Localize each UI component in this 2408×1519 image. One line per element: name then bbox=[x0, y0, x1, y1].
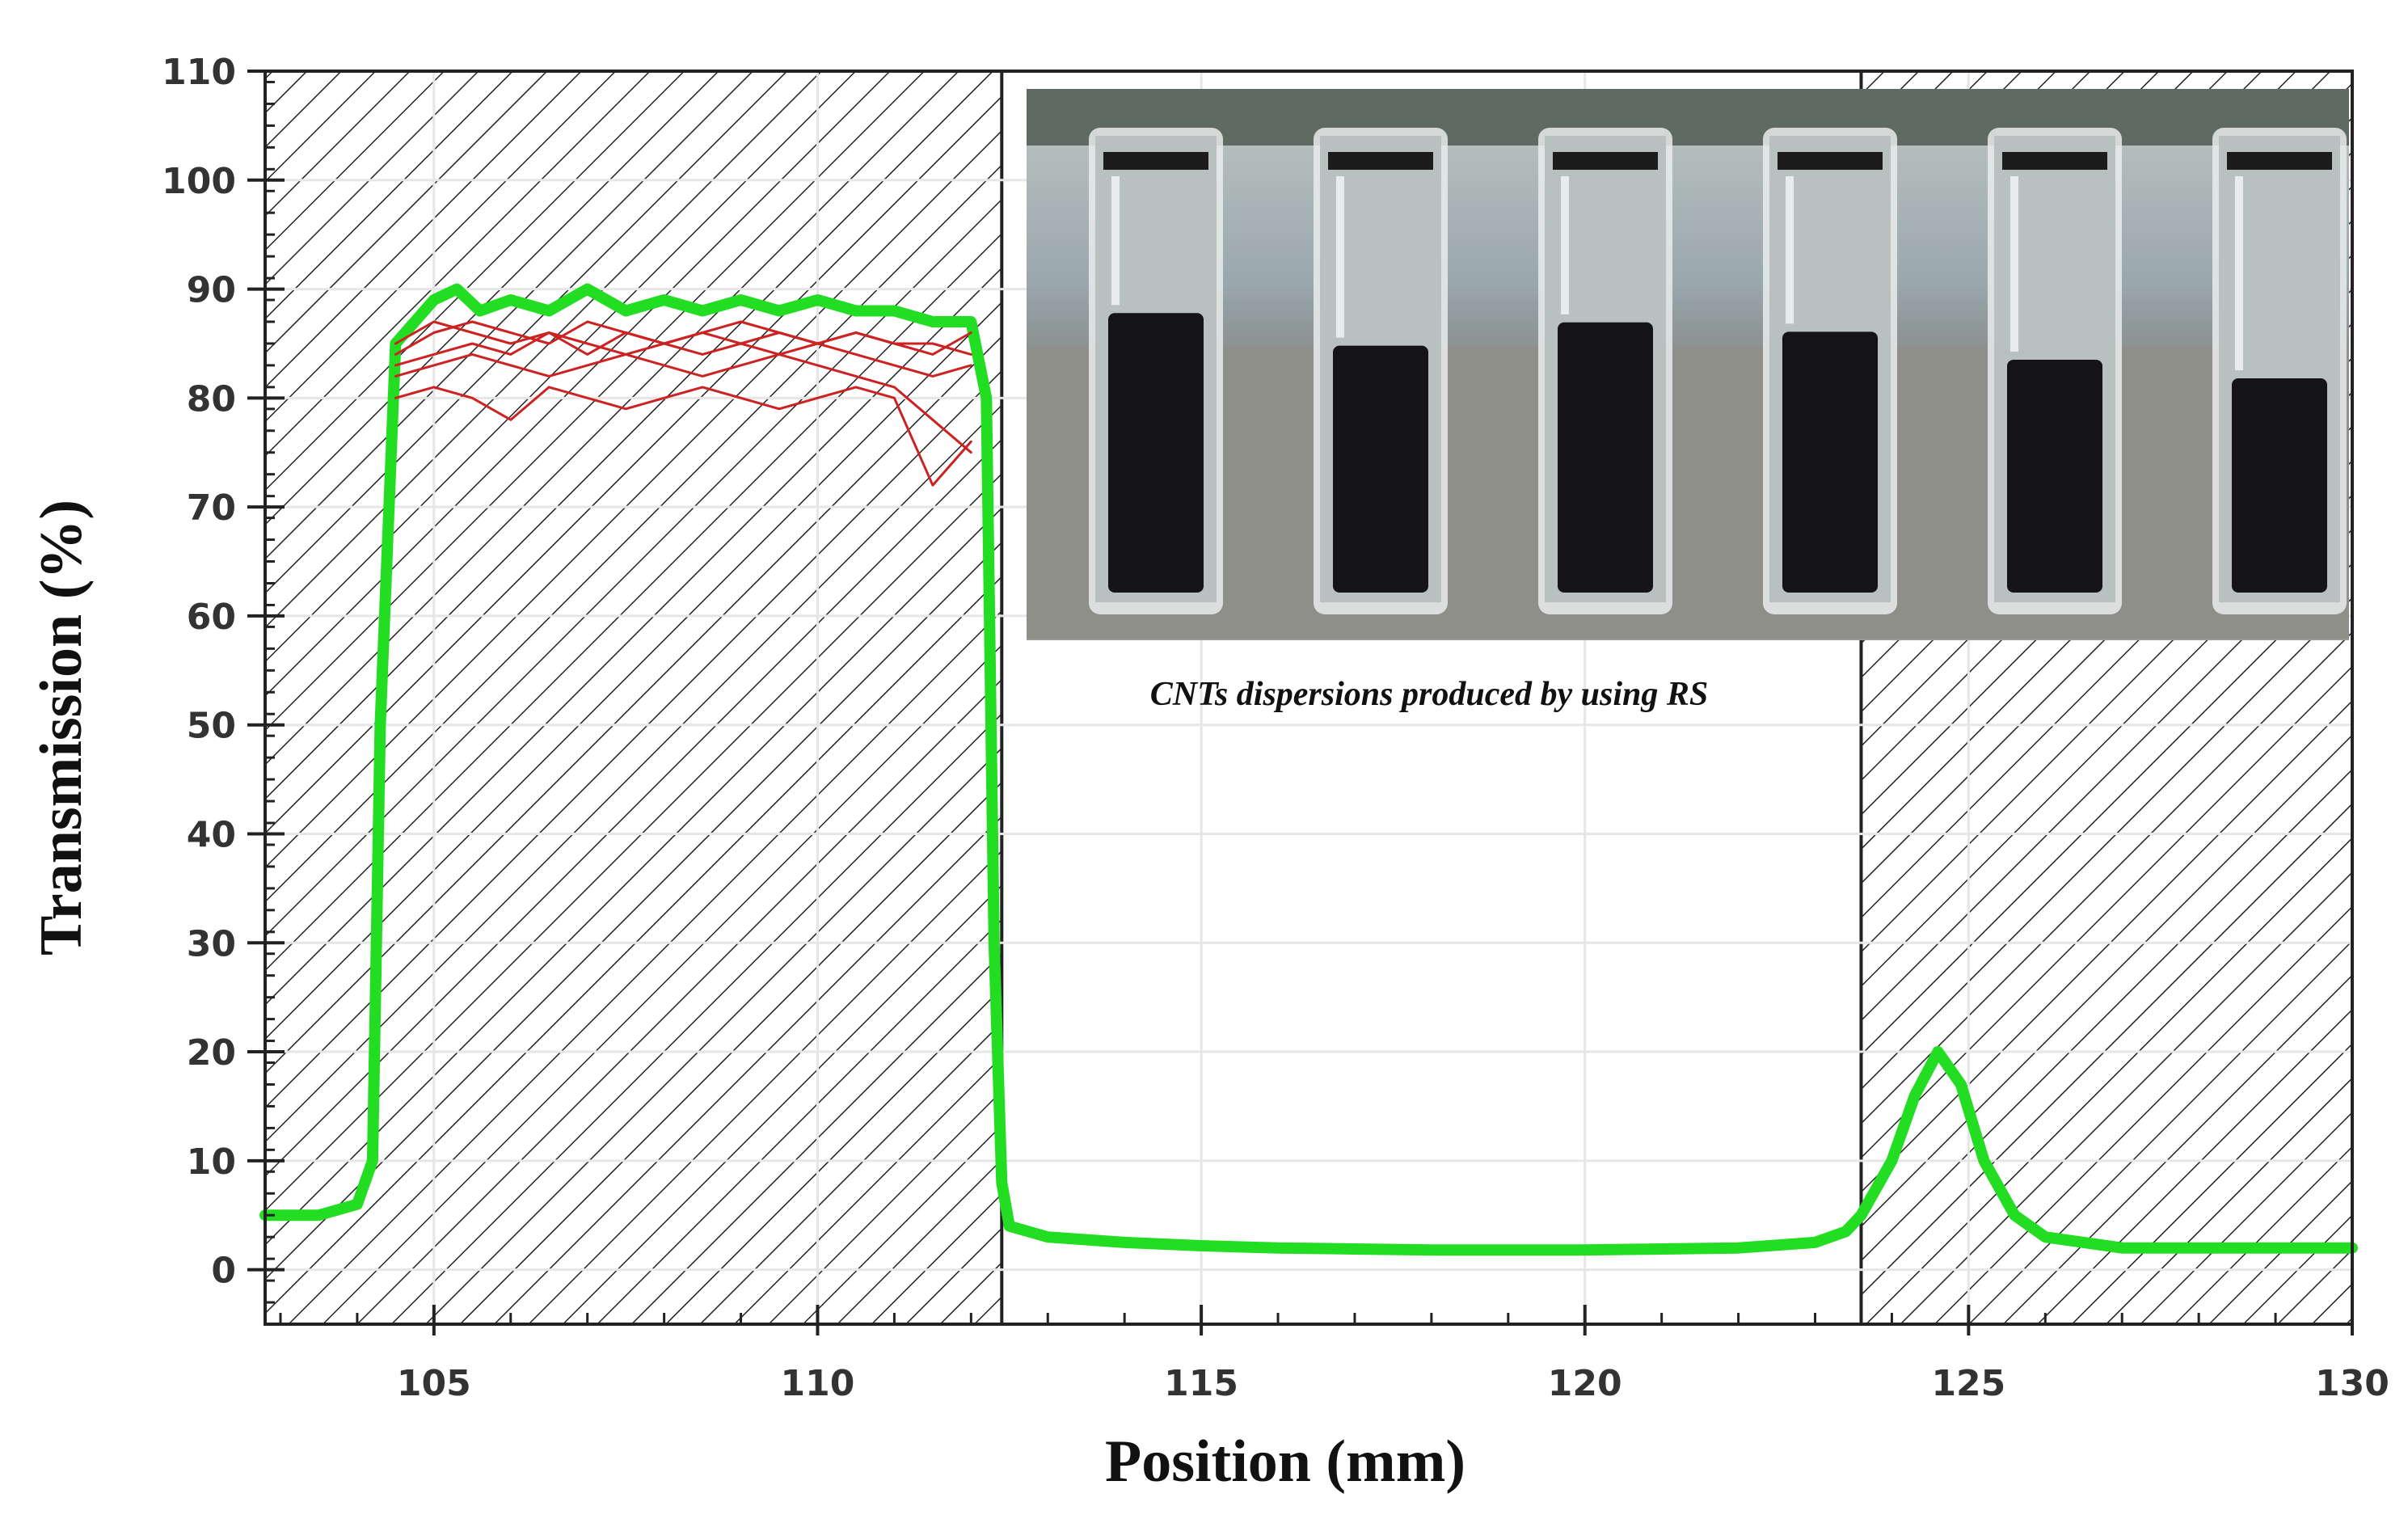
cuvette-cap bbox=[1328, 152, 1433, 170]
inset-photo-backdrop bbox=[1027, 89, 2349, 146]
cuvette-liquid bbox=[1108, 313, 1204, 593]
y-tick-label: 20 bbox=[187, 1032, 236, 1074]
y-tick-label: 110 bbox=[162, 52, 236, 93]
x-tick-label: 110 bbox=[781, 1363, 855, 1404]
x-tick-label: 120 bbox=[1548, 1363, 1622, 1404]
cuvette-highlight bbox=[1561, 176, 1569, 314]
x-axis-title: Position (mm) bbox=[1105, 1428, 1465, 1495]
cuvette-cap bbox=[2227, 152, 2332, 170]
cuvette-liquid bbox=[1558, 322, 1653, 593]
y-tick-label: 80 bbox=[187, 378, 236, 420]
data-series bbox=[259, 283, 2358, 1256]
hatched-region bbox=[265, 71, 1002, 1324]
series-line-scan-5 bbox=[394, 320, 972, 356]
x-tick-label: 105 bbox=[397, 1363, 471, 1404]
y-tick-label: 60 bbox=[187, 597, 236, 638]
series-line-final-scans bbox=[259, 283, 2358, 1256]
cuvette-cap bbox=[1103, 152, 1208, 170]
x-tick-label: 115 bbox=[1164, 1363, 1238, 1404]
cuvette-highlight bbox=[2010, 176, 2018, 352]
y-axis-title: Transmission (%) bbox=[28, 500, 95, 956]
y-tick-label: 10 bbox=[187, 1141, 236, 1183]
y-tick-label: 90 bbox=[187, 270, 236, 311]
y-tick-label: 40 bbox=[187, 814, 236, 855]
x-tick-label: 130 bbox=[2315, 1363, 2389, 1404]
y-tick-label: 30 bbox=[187, 923, 236, 964]
cuvette-highlight bbox=[2235, 176, 2243, 371]
inset-photo bbox=[1027, 89, 2349, 640]
series-line-scan-2 bbox=[394, 331, 972, 378]
y-tick-label: 100 bbox=[162, 161, 236, 202]
plot-frame bbox=[264, 70, 2354, 1326]
cuvette-highlight bbox=[1111, 176, 1120, 306]
y-tick-label: 0 bbox=[211, 1251, 236, 1292]
y-tick-label: 50 bbox=[187, 706, 236, 747]
cuvette-liquid bbox=[1333, 345, 1428, 593]
cuvette-liquid bbox=[2007, 359, 2102, 593]
inset-caption: CNTs dispersions produced by using RS bbox=[1150, 676, 1708, 713]
plot-border bbox=[264, 70, 2354, 1326]
cuvette-cap bbox=[2002, 152, 2107, 170]
inset-photo-shelf bbox=[1027, 348, 2349, 639]
cuvette-liquid bbox=[2232, 378, 2327, 593]
cuvette-highlight bbox=[1786, 176, 1794, 324]
y-tick-label: 70 bbox=[187, 487, 236, 529]
series-line-scan-3 bbox=[394, 352, 972, 454]
series-line-scan-4 bbox=[394, 386, 972, 487]
cuvette-liquid bbox=[1782, 331, 1878, 593]
cuvette-highlight bbox=[1336, 176, 1344, 338]
cuvette-cap bbox=[1553, 152, 1658, 170]
cuvette-cap bbox=[1778, 152, 1883, 170]
axis-ticks: 0 10 20 30 40 50 60 70 80 90 100 110 105 110 115 120 125… bbox=[162, 52, 2389, 1404]
x-tick-label: 125 bbox=[1931, 1363, 2005, 1404]
